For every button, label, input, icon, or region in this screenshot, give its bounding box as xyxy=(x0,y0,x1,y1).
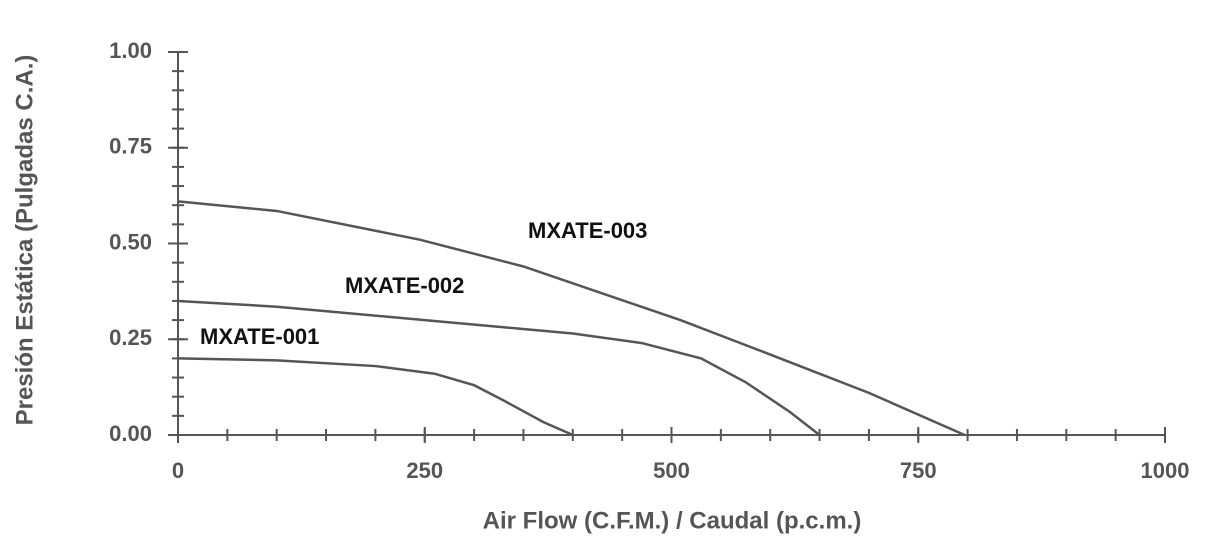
series-label: MXATE-001 xyxy=(200,324,319,349)
x-tick-label: 1000 xyxy=(1141,458,1190,483)
curve xyxy=(177,299,821,436)
y-tick-label: 0.25 xyxy=(109,325,152,350)
y-tick-label: 0.00 xyxy=(109,421,152,446)
curve xyxy=(177,200,966,437)
y-axis-title: Presión Estática (Pulgadas C.A.) xyxy=(11,55,38,426)
y-tick-label: 0.75 xyxy=(109,134,152,159)
x-tick-label: 750 xyxy=(900,458,937,483)
y-tick-label: 1.00 xyxy=(109,38,152,63)
y-tick-label: 0.50 xyxy=(109,229,152,254)
x-tick-label: 500 xyxy=(653,458,690,483)
series-label: MXATE-003 xyxy=(528,218,647,243)
x-tick-label: 0 xyxy=(172,458,184,483)
x-tick-label: 250 xyxy=(406,458,443,483)
x-axis-title: Air Flow (C.F.M.) / Caudal (p.c.m.) xyxy=(483,507,862,534)
series-label: MXATE-002 xyxy=(345,273,464,298)
curve xyxy=(177,357,574,437)
